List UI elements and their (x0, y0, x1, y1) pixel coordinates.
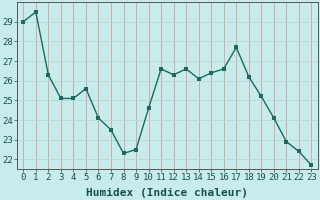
X-axis label: Humidex (Indice chaleur): Humidex (Indice chaleur) (86, 188, 248, 198)
